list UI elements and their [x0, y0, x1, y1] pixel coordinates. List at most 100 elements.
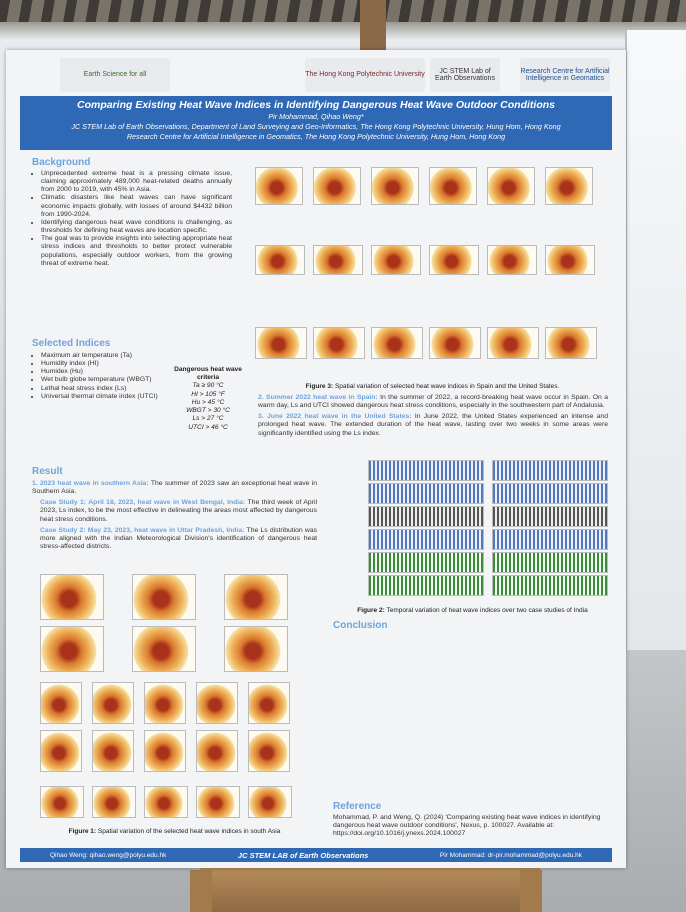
result-text: The summer of 2023 saw an exceptional he…	[32, 480, 318, 496]
figure-panel	[371, 245, 421, 275]
easel-leg	[520, 870, 542, 912]
figure-2-charts	[368, 460, 608, 600]
criterion: Ta ≥ 90 °C	[192, 382, 224, 390]
chart-panel	[492, 552, 608, 573]
result-paragraph: 1. 2023 heat wave in southern Asia: The …	[32, 480, 317, 496]
figure-panel	[144, 730, 186, 772]
bullet-item: Humidex (Hu)	[41, 368, 162, 376]
result-text: In June 2022, the United States experien…	[258, 413, 608, 437]
section-heading: Conclusion	[333, 620, 388, 631]
result-lead: 3. June 2022 heat wave in the United Sta…	[258, 413, 412, 421]
figure-panel	[255, 327, 307, 359]
chart-panel	[368, 529, 484, 550]
bullet-item: Humidity index (HI)	[41, 360, 162, 368]
section-body: 2. Summer 2022 heat wave in Spain: In th…	[258, 394, 608, 441]
section-body: Unprecedented extreme heat is a pressing…	[32, 170, 232, 268]
section-heading: Reference	[333, 801, 382, 812]
figure-panel	[545, 167, 593, 205]
section-body: Maximum air temperature (Ta)Humidity ind…	[32, 352, 162, 401]
chart-panel	[492, 483, 608, 504]
chart-panel	[492, 460, 608, 481]
logo: Earth Science for all	[60, 58, 170, 92]
authors: Pir Mohammad, Qihao Weng*	[268, 112, 364, 121]
figure-panel	[255, 245, 305, 275]
logo: JC STEM Lab of Earth Observations	[430, 58, 500, 92]
figure-panel	[371, 327, 423, 359]
figure-caption: Figure 3: Spatial variation of selected …	[255, 383, 610, 390]
logo-row: Earth Science for all The Hong Kong Poly…	[20, 58, 610, 94]
result-text: The Ls distribution was more aligned wit…	[40, 526, 318, 551]
figure-panel	[40, 682, 82, 724]
chart-panel	[368, 552, 484, 573]
logo: The Hong Kong Polytechnic University	[305, 58, 425, 92]
affiliation: JC STEM Lab of Earth Observations, Depar…	[71, 122, 561, 131]
bullet-item: Wet bulb globe temperature (WBGT)	[41, 376, 162, 384]
result-lead: Case Study 1: April 18, 2023, heat wave …	[40, 499, 246, 507]
criterion: WBGT > 30 °C	[186, 407, 230, 415]
caption-text: Spatial variation of selected heat wave …	[334, 383, 560, 390]
title-banner: Comparing Existing Heat Wave Indices in …	[20, 96, 612, 150]
criteria-box: Dangerous heat wave criteria Ta ≥ 90 °C H…	[168, 366, 248, 432]
caption-label: Figure 2:	[357, 607, 385, 614]
figure-panel	[487, 167, 535, 205]
chart-panel	[492, 506, 608, 527]
figure-caption: Figure 1: Spatial variation of the selec…	[32, 828, 317, 835]
figure-panel	[248, 682, 290, 724]
easel	[200, 866, 540, 912]
caption-text: Temporal variation of heat wave indices …	[386, 607, 588, 614]
bullet-item: Maximum air temperature (Ta)	[41, 352, 162, 360]
chart-panel	[368, 575, 484, 596]
figure-panel	[248, 730, 290, 772]
figure-panel	[196, 786, 240, 818]
footer-lab: JC STEM LAB of Earth Observations	[237, 850, 369, 860]
bullet-list: Maximum air temperature (Ta)Humidity ind…	[32, 352, 162, 401]
figure-caption: Figure 2: Temporal variation of heat wav…	[330, 607, 615, 614]
figure-panel	[40, 786, 84, 818]
figure-panel	[248, 786, 292, 818]
bullet-item: Universal thermal climate index (UTCI)	[41, 393, 162, 401]
poster-title: Comparing Existing Heat Wave Indices in …	[76, 99, 555, 111]
figure-panel	[40, 730, 82, 772]
caption-label: Figure 1:	[68, 828, 97, 835]
ceiling	[0, 0, 686, 22]
figure-panel	[545, 327, 597, 359]
criterion: Ls > 27 °C	[192, 415, 224, 423]
result-paragraph: 3. June 2022 heat wave in the United Sta…	[258, 413, 608, 437]
chart-panel	[368, 483, 484, 504]
figure-panel	[371, 167, 419, 205]
result-paragraph: 2. Summer 2022 heat wave in Spain: In th…	[258, 394, 608, 410]
bullet-item: The goal was to provide insights into se…	[41, 235, 232, 268]
figure-3-maps	[255, 155, 610, 380]
figure-panel	[92, 786, 136, 818]
easel-leg	[190, 870, 212, 912]
result-lead: Case Study 2: May 23, 2023, heat wave in…	[40, 526, 245, 534]
criteria-title: Dangerous heat wave criteria	[174, 366, 242, 382]
section-heading: Background	[32, 157, 91, 168]
figure-panel	[429, 245, 479, 275]
bullet-item: Climatic disasters like heat waves can h…	[41, 194, 232, 218]
result-paragraph: Case Study 1: April 18, 2023, heat wave …	[32, 499, 317, 523]
footer-contact: Pir Mohammad: dr-pir.mohammad@polyu.edu.…	[439, 851, 582, 859]
result-lead: 2. Summer 2022 heat wave in Spain:	[258, 394, 378, 401]
figure-panel	[40, 626, 104, 672]
chart-panel	[492, 575, 608, 596]
figure-panel	[144, 682, 186, 724]
figure-panel	[224, 574, 288, 620]
criterion: Hu > 45 °C	[191, 398, 225, 406]
chart-panel	[492, 529, 608, 550]
criterion: UTCI > 46 °C	[188, 423, 228, 431]
result-paragraph: Case Study 2: May 23, 2023, heat wave in…	[32, 527, 317, 551]
result-text: The third week of April 2023, Ls index, …	[40, 499, 317, 523]
criterion: HI > 105 °F	[191, 390, 225, 398]
figure-panel	[313, 245, 363, 275]
figure-panel	[92, 730, 134, 772]
figure-panel	[487, 327, 539, 359]
logo: Research Centre for Artificial Intellige…	[520, 58, 610, 92]
reference-text: Mohammad, P. and Weng, Q. (2024) 'Compar…	[333, 814, 601, 838]
figure-panel	[40, 574, 104, 620]
footer-contact: Qihao Weng: qihao.weng@polyu.edu.hk	[50, 851, 167, 859]
chart-panel	[368, 506, 484, 527]
figure-panel	[313, 327, 365, 359]
figure-panel	[313, 167, 361, 205]
